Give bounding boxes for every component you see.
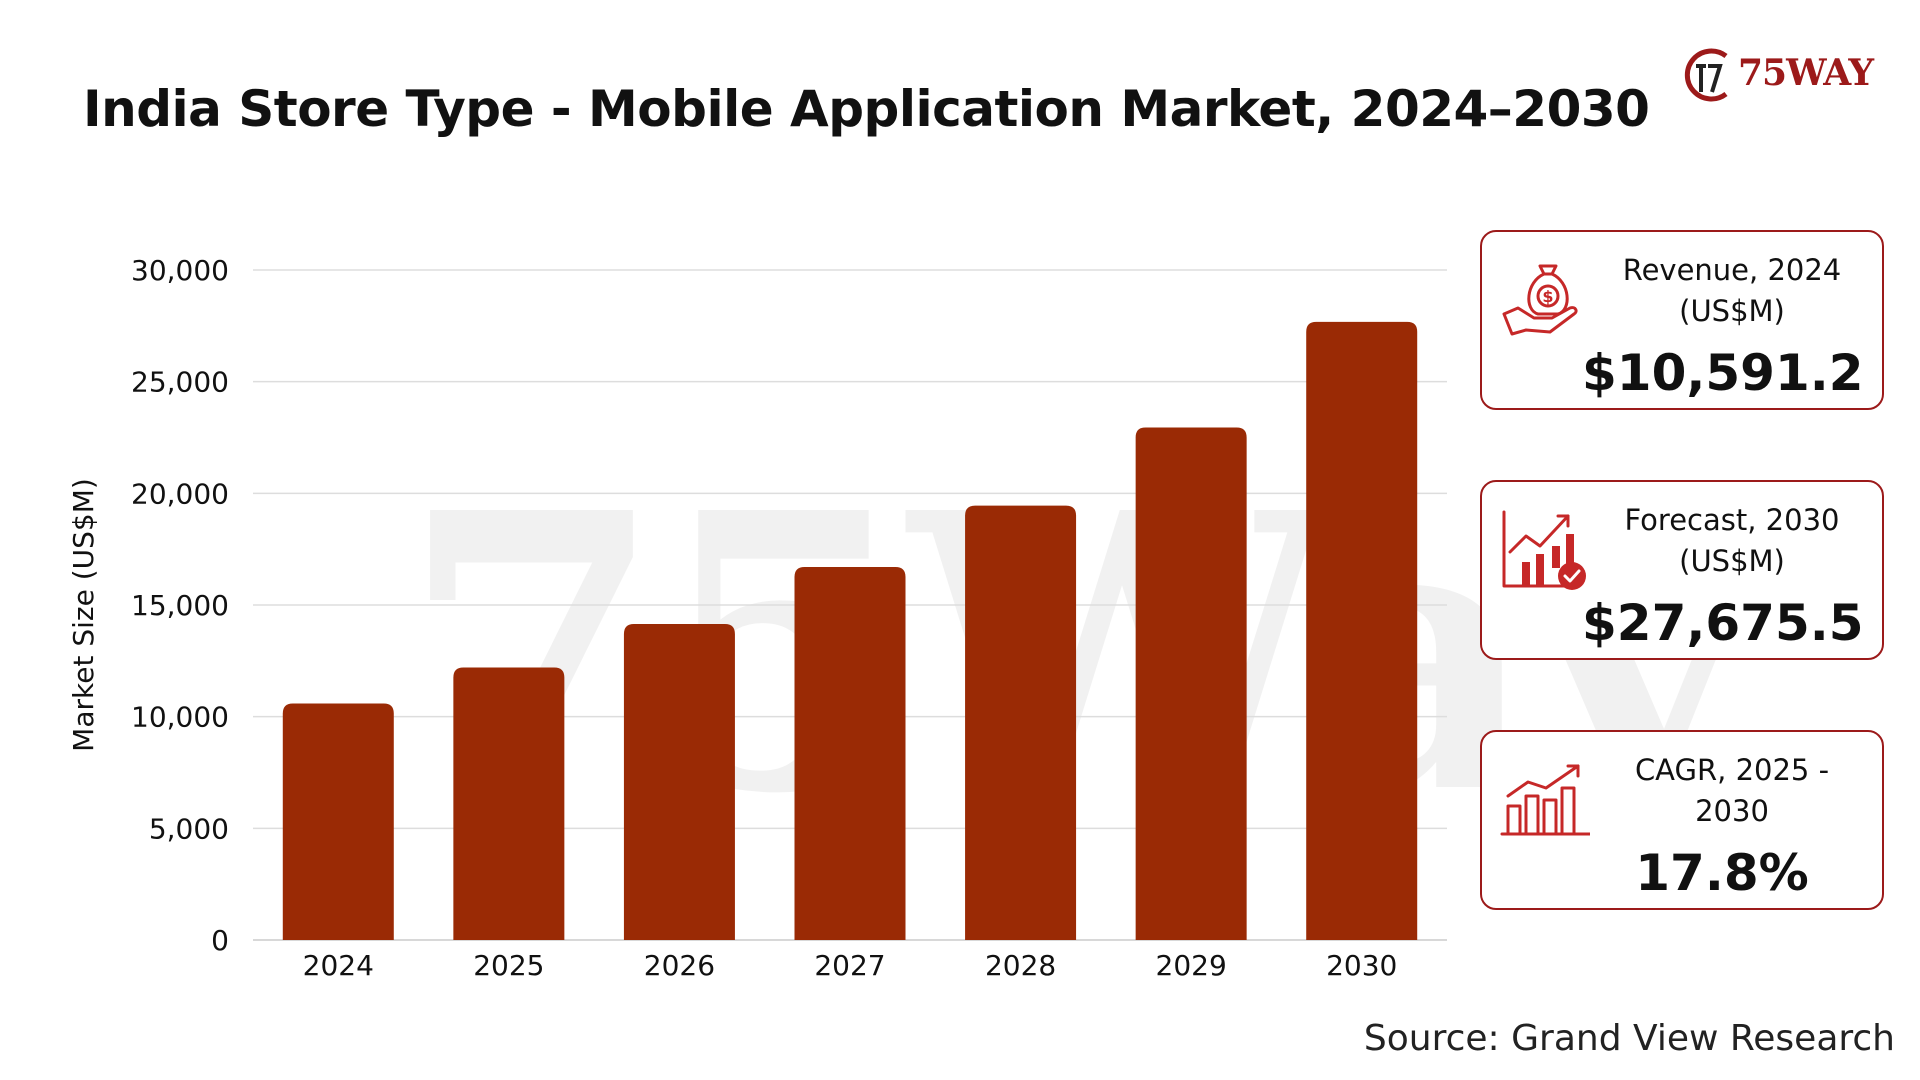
x-tick-label: 2026	[644, 949, 715, 982]
card-value: $27,675.5	[1582, 594, 1864, 652]
y-tick-label: 0	[211, 924, 229, 957]
forecast-card: Forecast, 2030 (US$M) $27,675.5	[1480, 480, 1884, 660]
x-tick-label: 2030	[1326, 949, 1397, 982]
source-note: Source: Grand View Research	[1363, 1018, 1895, 1059]
bar-2027	[794, 567, 906, 940]
x-tick-label: 2025	[473, 949, 544, 982]
x-tick-label: 2029	[1156, 949, 1227, 982]
card-label: Revenue, 2024 (US$M)	[1602, 250, 1862, 332]
revenue-card: $ Revenue, 2024 (US$M) $10,591.2	[1480, 230, 1884, 410]
bar-2028	[965, 505, 1077, 940]
card-label-line1: Revenue, 2024	[1622, 253, 1842, 287]
bar-2030	[1306, 321, 1418, 940]
y-tick-label: 20,000	[131, 477, 229, 510]
money-bag-hand-icon: $	[1502, 264, 1578, 336]
card-label: Forecast, 2030 (US$M)	[1602, 500, 1862, 582]
y-axis-ticks: 0 5,000 10,000 15,000 20,000 25,000 30,000	[131, 254, 229, 957]
bar-2026	[623, 623, 735, 940]
card-label-line1: CAGR, 2025 -	[1634, 753, 1830, 787]
y-tick-label: 15,000	[131, 589, 229, 622]
card-label-line2: 2030	[1695, 794, 1769, 828]
bar-2025	[453, 667, 565, 940]
card-label-line2: (US$M)	[1679, 294, 1785, 328]
card-value: $10,591.2	[1582, 344, 1864, 402]
x-axis-ticks: 2024 2025 2026 2027 2028 2029 2030	[303, 949, 1398, 982]
logo-text: 75WAY	[1738, 52, 1874, 94]
cagr-card: CAGR, 2025 - 2030 17.8%	[1480, 730, 1884, 910]
bar-2029	[1135, 427, 1247, 940]
chart-title: India Store Type - Mobile Application Ma…	[83, 80, 1650, 138]
x-tick-label: 2028	[985, 949, 1056, 982]
bar-2024	[282, 703, 394, 940]
bar-chart-arrow-icon	[1500, 764, 1590, 836]
y-tick-label: 5,000	[149, 812, 229, 845]
card-label: CAGR, 2025 - 2030	[1602, 750, 1862, 832]
growth-chart-check-icon	[1502, 510, 1586, 590]
x-tick-label: 2024	[303, 949, 374, 982]
bar-chart: 0 5,000 10,000 15,000 20,000 25,000 30,000 202…	[67, 254, 1447, 982]
card-value: 17.8%	[1635, 844, 1809, 902]
x-tick-label: 2027	[814, 949, 885, 982]
card-label-line1: Forecast, 2030	[1624, 503, 1840, 537]
y-tick-label: 25,000	[131, 366, 229, 399]
y-tick-label: 10,000	[131, 701, 229, 734]
bars	[282, 321, 1418, 940]
card-label-line2: (US$M)	[1679, 544, 1785, 578]
y-axis-label: Market Size (US$M)	[67, 478, 100, 752]
logo-emblem-icon	[1684, 48, 1728, 102]
brand-logo: 75WAY	[1676, 40, 1876, 110]
svg-text:$: $	[1542, 287, 1553, 306]
y-tick-label: 30,000	[131, 254, 229, 287]
